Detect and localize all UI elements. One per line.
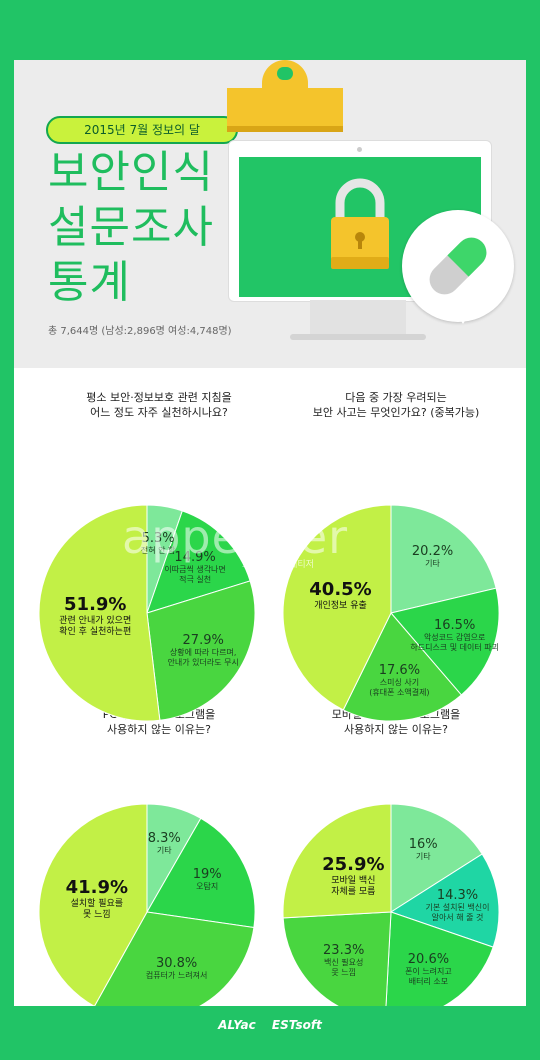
pie4-pct-2: 14.3% bbox=[436, 888, 479, 904]
pie4-pct-5: 25.9% bbox=[322, 854, 385, 876]
pie1-desc-1-line1: 전혀 안 함 bbox=[140, 545, 176, 555]
pie2-desc-2-line1: 악성코드 감염으로 bbox=[423, 632, 486, 642]
pie1-pct-3: 27.9% bbox=[182, 633, 224, 649]
pie1-label-3: 27.9% 상황에 따라 다르며, 안내가 있더라도 무시 bbox=[153, 633, 253, 668]
pie1-desc-2-line1: 이따금씩 생각나면 bbox=[164, 565, 226, 575]
title-line-1: 보안인식 bbox=[48, 147, 214, 198]
pie1-desc-4-line1: 관련 안내가 있으면 bbox=[59, 616, 132, 627]
pie3-label-4: 41.9% 설치할 필요를 못 느낌 bbox=[45, 877, 149, 921]
monitor-base bbox=[290, 334, 426, 340]
infographic-board: 2015년 7월 정보의 달 보안인식 설문조사 통계 총 7,644명 (남성… bbox=[14, 60, 526, 1006]
pie3-desc-2-line1: 오탐지 bbox=[196, 881, 219, 891]
estsoft-logo: ESTsoft bbox=[271, 1018, 322, 1032]
pie2-desc-3-line2: (휴대폰 소액결제) bbox=[369, 688, 430, 698]
capsule-icon bbox=[429, 237, 487, 295]
q4-title-line1: 모바일에서 백신 프로그램을 bbox=[331, 708, 461, 721]
pie4-label-2: 14.3% 기본 설치된 백신이 알아서 해 줄 것 bbox=[407, 888, 507, 923]
pie3-desc-1-line1: 기타 bbox=[156, 846, 172, 856]
q4-title-line2: 사용하지 않는 이유는? bbox=[344, 723, 448, 736]
pie1-pct-1: 5.3% bbox=[141, 530, 175, 546]
respondent-count: 총 7,644명 (남성:2,896명 여성:4,748명) bbox=[48, 326, 232, 337]
pie1-label-4: 51.9% 관련 안내가 있으면 확인 후 실천하는편 bbox=[43, 594, 147, 638]
q3-title-line1: PC에서 백신 프로그램을 bbox=[102, 708, 216, 721]
pie2-desc-3-line1: 스미싱 사기 bbox=[379, 678, 420, 688]
pie1-pct-2: 14.9% bbox=[174, 550, 216, 566]
q2-title-line1: 다음 중 가장 우려되는 bbox=[345, 391, 447, 404]
pie4-desc-3-line2: 배터리 소모 bbox=[408, 976, 449, 986]
q2-title: 다음 중 가장 우려되는 보안 사고는 무엇인가요? (중복가능) bbox=[286, 390, 506, 420]
pie1-desc-2-line2: 적극 실천 bbox=[179, 575, 212, 585]
pie2-pct-1: 20.2% bbox=[411, 544, 454, 560]
pie3-label-1: 8.3% 기타 bbox=[114, 831, 214, 856]
pie1-desc-4-line2: 확인 후 실천하는편 bbox=[59, 627, 132, 638]
pie2-pct-2: 16.5% bbox=[434, 617, 476, 633]
clipboard-clip bbox=[227, 88, 343, 132]
pie2-label-1: 20.2% 기타 bbox=[383, 544, 483, 569]
alyac-logo: ALYac bbox=[218, 1018, 256, 1032]
pie4-desc-4-line2: 못 느낌 bbox=[331, 968, 356, 978]
q1-title-line2: 어느 정도 자주 실천하시나요? bbox=[90, 406, 228, 419]
pie1-label-1: 5.3% 전혀 안 함 bbox=[108, 531, 208, 556]
pie4-label-4: 23.3% 백신 필요성 못 느낌 bbox=[294, 943, 394, 978]
pie1-pct-4: 51.9% bbox=[64, 594, 127, 616]
pie2-desc-1-line1: 기타 bbox=[425, 559, 440, 569]
pie3-label-2: 19% 오탐지 bbox=[157, 867, 257, 892]
pie4-label-1: 16% 기타 bbox=[373, 837, 473, 862]
clipboard-clip-hole bbox=[277, 67, 293, 80]
q3-title: PC에서 백신 프로그램을 사용하지 않는 이유는? bbox=[54, 707, 264, 737]
pie2-label-2: 16.5% 악성코드 감염으로 하드디스크 및 데이터 파괴 bbox=[405, 618, 505, 653]
pie2-label-3: 17.6% 스미싱 사기 (휴대폰 소액결제) bbox=[349, 663, 449, 698]
pie4-pct-4: 23.3% bbox=[323, 943, 365, 959]
title-line-3: 통계 bbox=[48, 257, 131, 308]
watermark: appetizer bbox=[122, 510, 349, 564]
pie2-desc-4-line1: 개인정보 유출 bbox=[314, 601, 367, 612]
pie2-pct-4: 40.5% bbox=[309, 579, 372, 601]
pie3-pct-1: 8.3% bbox=[147, 831, 181, 847]
pie3-pct-2: 19% bbox=[192, 866, 222, 882]
pie4-pct-3: 20.6% bbox=[407, 951, 450, 967]
q2-title-line2: 보안 사고는 무엇인가요? (중복가능) bbox=[312, 406, 480, 419]
pie4-desc-2-line1: 기본 설치된 백신이 bbox=[425, 903, 490, 913]
pie3-pct-4: 41.9% bbox=[65, 876, 129, 898]
pie4-desc-4-line1: 백신 필요성 bbox=[324, 958, 364, 968]
pie4-label-3: 20.6% 폰이 느려지고 배터리 소모 bbox=[378, 952, 478, 987]
q4-title: 모바일에서 백신 프로그램을 사용하지 않는 이유는? bbox=[286, 707, 506, 737]
pie1-desc-3-line1: 상황에 따라 다르며, bbox=[169, 648, 237, 658]
q1-title-line1: 평소 보안·정보보호 관련 지침을 bbox=[86, 391, 232, 404]
pie1-desc-3-line2: 안내가 있더라도 무시 bbox=[167, 658, 239, 668]
date-badge: 2015년 7월 정보의 달 bbox=[46, 116, 238, 144]
pill-bubble bbox=[402, 210, 514, 322]
title-line-2: 설문조사 bbox=[48, 202, 214, 253]
pie2-label-4: 40.5% 개인정보 유출 bbox=[289, 579, 393, 612]
pie4-pct-1: 16% bbox=[408, 837, 438, 853]
pie3-desc-4-line1: 설치할 필요를 bbox=[70, 898, 124, 909]
q1-title: 평소 보안·정보보호 관련 지침을 어느 정도 자주 실천하시나요? bbox=[54, 390, 264, 420]
footer-brands: ALYac ESTsoft bbox=[0, 1018, 540, 1032]
pie3-label-3: 30.8% 컴퓨터가 느려져서 bbox=[127, 956, 227, 981]
pie4-desc-1-line1: 기타 bbox=[415, 852, 431, 862]
webcam-dot bbox=[357, 147, 362, 152]
pie3-pct-3: 30.8% bbox=[155, 956, 198, 972]
pie3-slice-1 bbox=[146, 803, 202, 914]
pie2-pct-3: 17.6% bbox=[378, 663, 421, 679]
q3-title-line2: 사용하지 않는 이유는? bbox=[107, 723, 211, 736]
pie2-desc-2-line2: 하드디스크 및 데이터 파괴 bbox=[410, 642, 499, 652]
clipboard-clip-shadow bbox=[227, 126, 343, 132]
pie4-desc-3-line1: 폰이 느려지고 bbox=[405, 966, 452, 976]
monitor-stand bbox=[310, 300, 406, 336]
bubble-tail bbox=[454, 310, 472, 324]
pie1-label-2: 14.9% 이따금씩 생각나면 적극 실천 bbox=[145, 550, 245, 585]
pie4-desc-5-line1: 모바일 백신 bbox=[331, 876, 376, 887]
pie3-desc-4-line2: 못 느낌 bbox=[82, 909, 111, 920]
pie3-desc-3-line1: 컴퓨터가 느려져서 bbox=[145, 971, 208, 981]
padlock-icon bbox=[331, 178, 389, 269]
pie4-label-5: 25.9% 모바일 백신 자체를 모름 bbox=[301, 854, 405, 898]
pie4-desc-5-line2: 자체를 모름 bbox=[331, 887, 376, 898]
pie4-desc-2-line2: 알아서 해 줄 것 bbox=[431, 913, 484, 923]
watermark-sub: 조선일보 앱 테티저 bbox=[242, 560, 314, 570]
